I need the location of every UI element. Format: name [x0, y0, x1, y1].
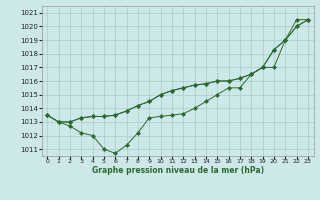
X-axis label: Graphe pression niveau de la mer (hPa): Graphe pression niveau de la mer (hPa) — [92, 166, 264, 175]
